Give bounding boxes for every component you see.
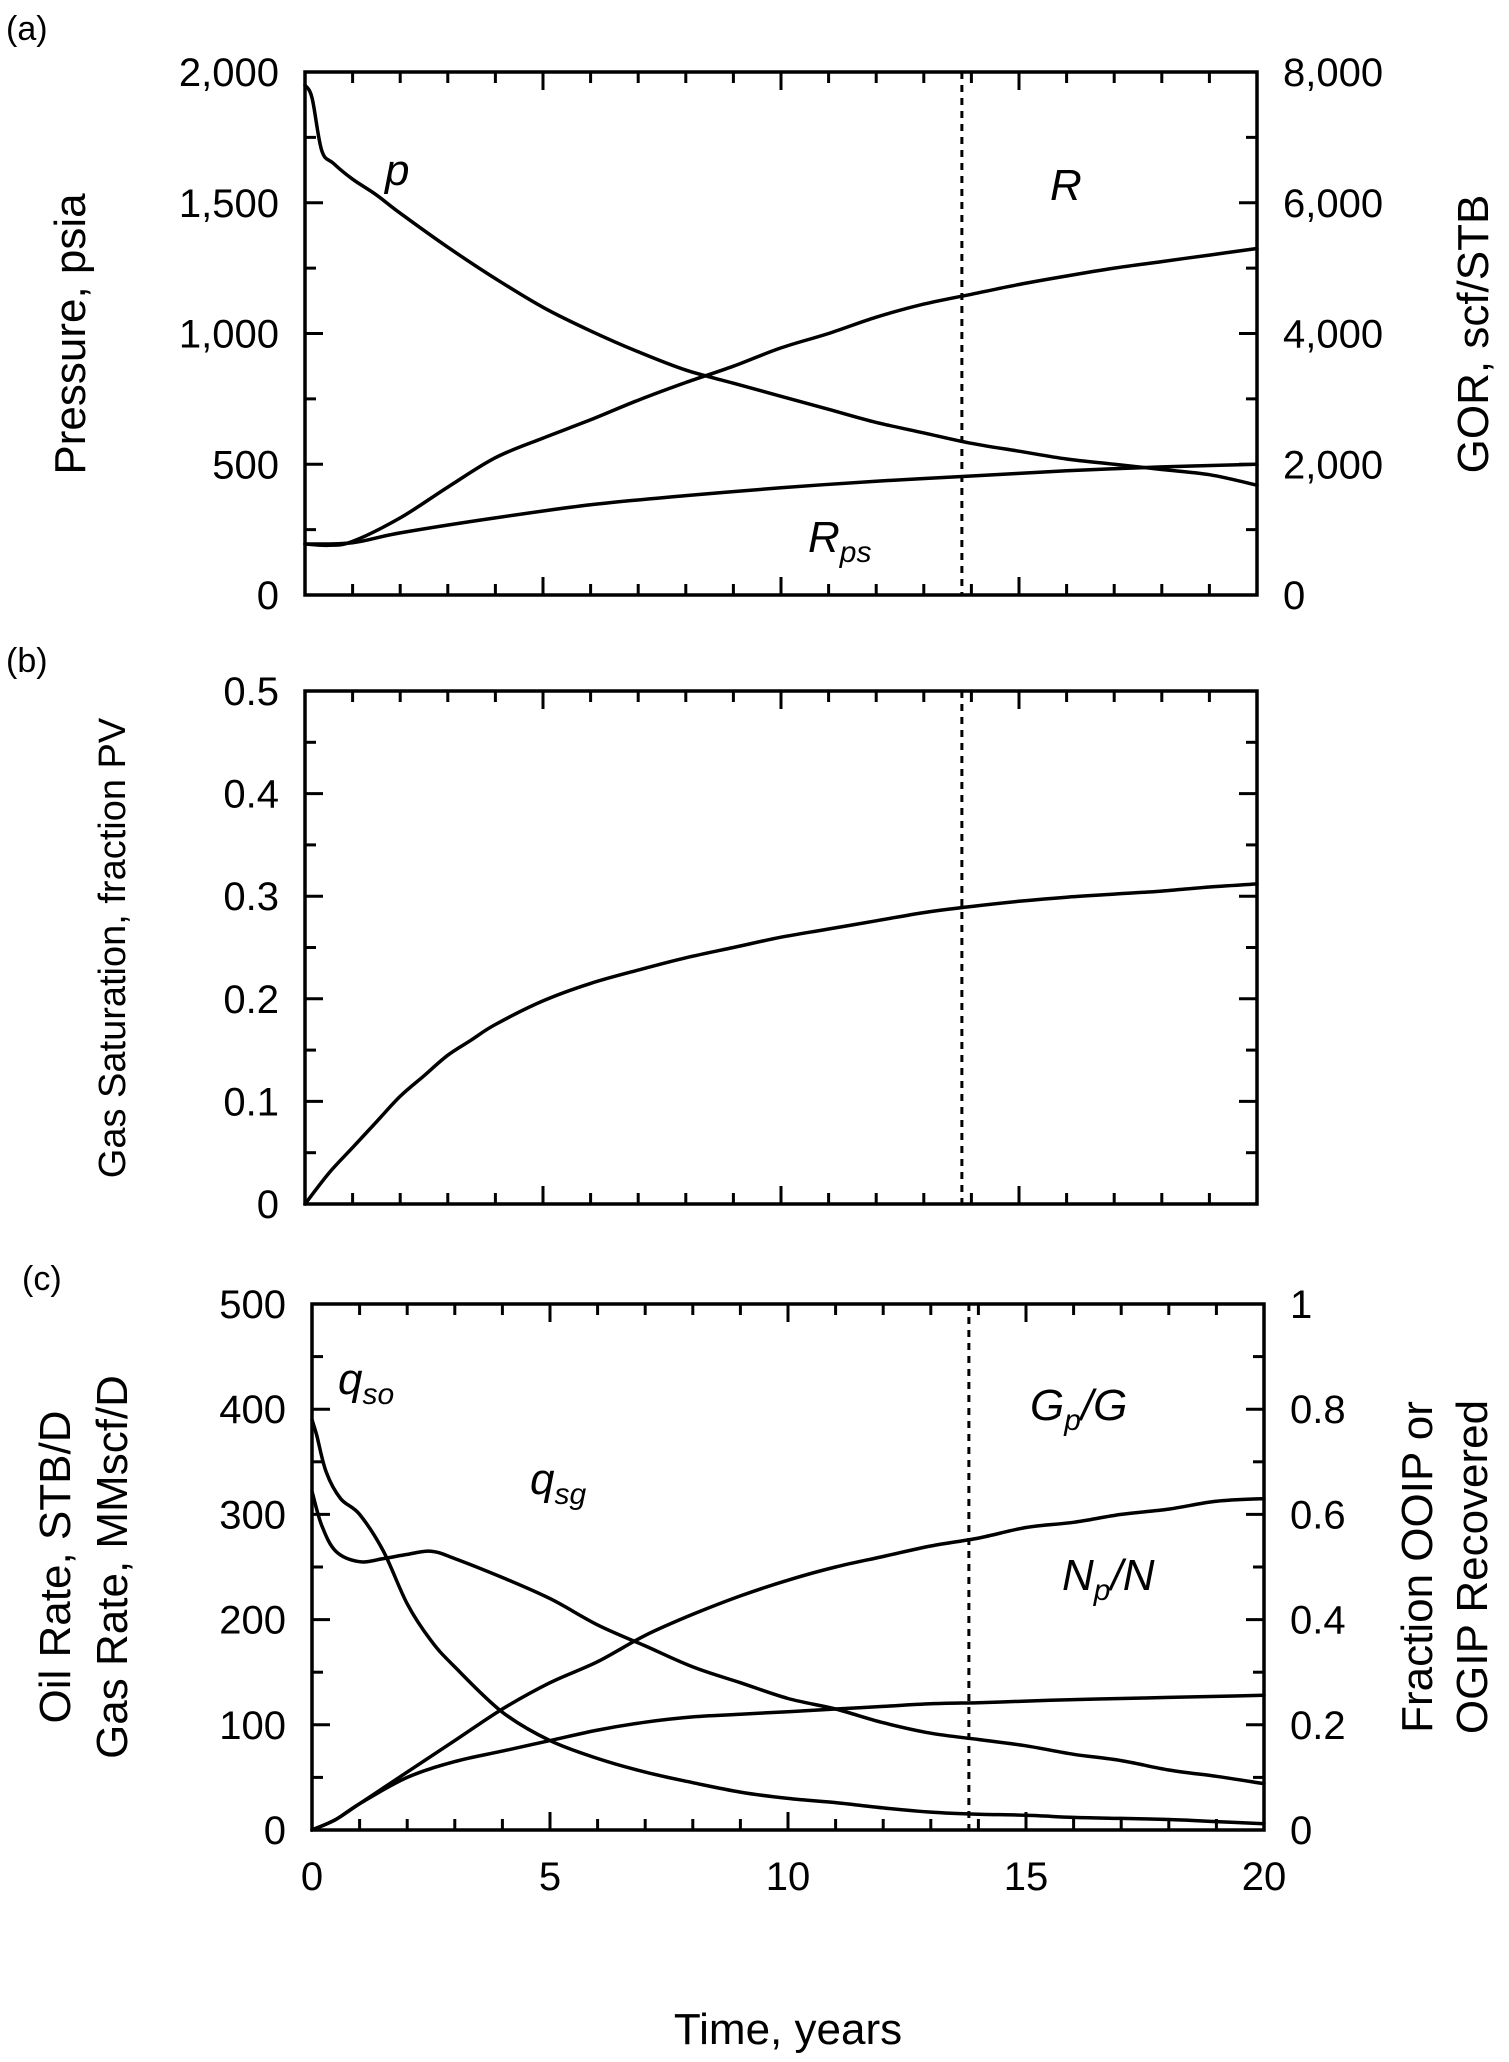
label-NpN: Np/N	[1062, 1551, 1155, 1607]
series-line-gp-g	[310, 1496, 1266, 1832]
y-tick-label: 2,000	[179, 51, 279, 95]
x-tick-label: 15	[1004, 1855, 1049, 1899]
label-GpG-tail: /G	[1078, 1381, 1127, 1430]
panel-c-y-tick-labels: 0 100 200 300 400 500	[219, 1283, 286, 1853]
label-qso: qso	[338, 1355, 394, 1411]
panel-b-frame	[303, 689, 1259, 1206]
y-tick-label: 0.2	[223, 978, 279, 1022]
panel-c-ticks	[310, 1302, 1266, 1832]
label-GpG-sub: p	[1063, 1404, 1081, 1437]
panel-a-curves	[303, 83, 1259, 548]
panel-a: (a) 0 500 1,000 1,500 2,000 0 2,000 4,000 6,000…	[6, 10, 1498, 618]
y2-tick-label: 0	[1283, 574, 1305, 618]
y2-tick-label: 0.8	[1290, 1388, 1346, 1432]
label-GpG: Gp/G	[1030, 1381, 1127, 1437]
y-tick-label: 0.3	[223, 875, 279, 919]
y-tick-label: 400	[219, 1388, 286, 1432]
label-qsg: qsg	[530, 1455, 586, 1511]
panel-c-x-axis-title: Time, years	[674, 2005, 902, 2054]
panel-b-curves	[303, 882, 1259, 1206]
label-qso-sub: so	[362, 1378, 394, 1411]
panel-c-curves	[310, 1417, 1266, 1832]
label-qsg-sub: sg	[554, 1478, 586, 1511]
label-R: R	[1050, 161, 1082, 210]
y2-tick-label: 0.2	[1290, 1704, 1346, 1748]
panel-a-ticks	[303, 70, 1259, 597]
y-tick-label: 0.1	[223, 1080, 279, 1124]
y-tick-label: 200	[219, 1599, 286, 1643]
y2-tick-label: 2,000	[1283, 443, 1383, 487]
label-Rps-sub: ps	[839, 536, 872, 569]
y2-tick-label: 1	[1290, 1283, 1312, 1327]
y-tick-label: 1,500	[179, 182, 279, 226]
series-line-qsg	[310, 1489, 1266, 1786]
y-tick-label: 300	[219, 1493, 286, 1537]
y2-tick-label: 0.6	[1290, 1493, 1346, 1537]
label-GpG-main: G	[1030, 1381, 1064, 1430]
y2-tick-label: 8,000	[1283, 51, 1383, 95]
panel-a-y-tick-labels: 0 500 1,000 1,500 2,000	[179, 51, 279, 618]
label-Rps: Rps	[808, 513, 871, 569]
label-NpN-sub: p	[1093, 1574, 1111, 1607]
panel-c: (c) 0 100 200 300 400 500 0 0.2 0.4 0.6 0.8 1 0 5 10…	[22, 1260, 1497, 2054]
panel-c-y-axis-title-line2: Gas Rate, MMscf/D	[88, 1375, 137, 1759]
label-NpN-tail: /N	[1107, 1551, 1154, 1600]
panel-c-y2-tick-labels: 0 0.2 0.4 0.6 0.8 1	[1290, 1283, 1346, 1853]
y-tick-label: 0.5	[223, 670, 279, 714]
y-tick-label: 1,000	[179, 313, 279, 357]
panel-c-y2-axis-title-line2: OGIP Recovered	[1448, 1400, 1497, 1734]
label-qso-main: q	[338, 1355, 363, 1404]
label-qsg-main: q	[530, 1455, 555, 1504]
label-Rps-main: R	[808, 513, 840, 562]
x-tick-label: 0	[301, 1855, 323, 1899]
panel-c-x-tick-labels: 0 5 10 15 20	[301, 1855, 1286, 1899]
panel-b-y-axis-title: Gas Saturation, fraction PV	[92, 717, 134, 1178]
panel-b-label: (b)	[6, 642, 48, 680]
panel-a-frame	[303, 70, 1259, 597]
label-p: p	[383, 146, 409, 195]
x-tick-label: 20	[1242, 1855, 1287, 1899]
panel-b-ticks	[303, 689, 1259, 1206]
y-tick-label: 0	[257, 574, 279, 618]
panel-b-y-tick-labels: 0 0.1 0.2 0.3 0.4 0.5	[223, 670, 279, 1227]
y2-tick-label: 4,000	[1283, 313, 1383, 357]
panel-a-y-axis-title: Pressure, psia	[46, 193, 95, 475]
y-tick-label: 0	[264, 1809, 286, 1853]
panel-c-label: (c)	[22, 1260, 62, 1298]
panel-b: (b) 0 0.1 0.2 0.3 0.4 0.5 Gas Saturation, fra…	[6, 642, 1259, 1227]
series-line-np-n	[310, 1693, 1266, 1832]
panel-a-label: (a)	[6, 10, 48, 48]
y-tick-label: 0	[257, 1183, 279, 1227]
series-line-p	[303, 83, 1259, 487]
panel-c-y-axis-title-line1: Oil Rate, STB/D	[31, 1411, 80, 1724]
series-line-r	[303, 246, 1259, 548]
series-line-rps	[303, 462, 1259, 546]
series-line-qso	[310, 1417, 1266, 1826]
label-NpN-main: N	[1062, 1551, 1094, 1600]
y-tick-label: 500	[212, 443, 279, 487]
y-tick-label: 100	[219, 1704, 286, 1748]
panel-c-y2-axis-title-line1: Fraction OOIP or	[1393, 1401, 1442, 1733]
y2-tick-label: 0	[1290, 1809, 1312, 1853]
y-tick-label: 500	[219, 1283, 286, 1327]
panel-a-y2-tick-labels: 0 2,000 4,000 6,000 8,000	[1283, 51, 1383, 618]
y2-tick-label: 6,000	[1283, 182, 1383, 226]
y2-tick-label: 0.4	[1290, 1599, 1346, 1643]
x-tick-label: 10	[766, 1855, 811, 1899]
series-line-gas-saturation	[303, 882, 1259, 1206]
y-tick-label: 0.4	[223, 773, 279, 817]
panel-a-y2-axis-title: GOR, scf/STB	[1449, 195, 1498, 474]
x-tick-label: 5	[539, 1855, 561, 1899]
